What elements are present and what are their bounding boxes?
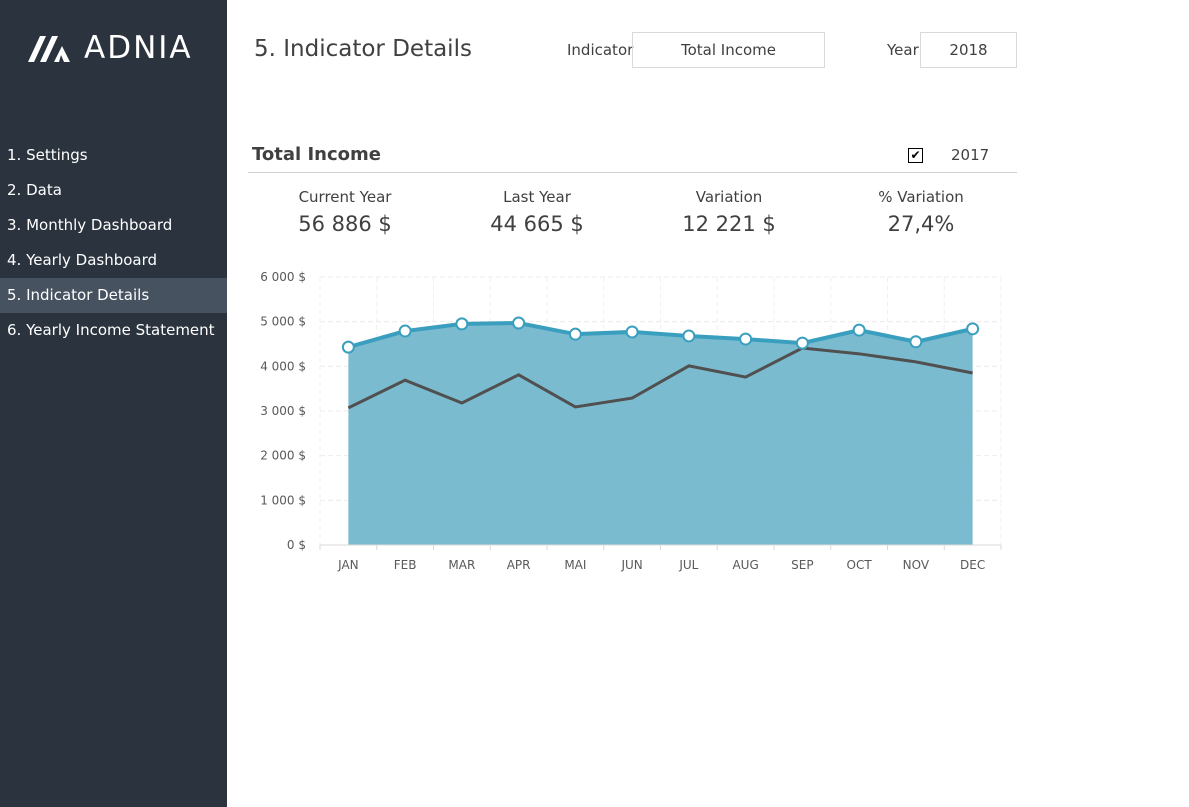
marker-2018 — [739, 332, 753, 346]
sidebar-item-yearly-dashboard[interactable]: 4. Yearly Dashboard — [7, 251, 158, 269]
marker-2018 — [682, 329, 696, 343]
y-tick-label: 3 000 $ — [260, 404, 306, 418]
area-2018 — [348, 323, 973, 545]
kpi-current-year: Current Year 56 886 $ — [250, 188, 440, 236]
marker-2018 — [795, 336, 809, 350]
y-tick-label: 2 000 $ — [260, 449, 306, 463]
marker-2018 — [512, 316, 526, 330]
kpi-label: Current Year — [298, 188, 392, 206]
y-tick-label: 1 000 $ — [260, 493, 306, 507]
kpi-pct-variation: % Variation 27,4% — [826, 188, 1016, 236]
kpi-value: 27,4% — [887, 212, 955, 236]
kpi-label: Last Year — [503, 188, 571, 206]
marker-2018 — [568, 327, 582, 341]
indicator-select[interactable]: Total Income — [632, 32, 825, 68]
marker-2018 — [852, 323, 866, 337]
adnia-logo-icon — [28, 36, 70, 62]
page-title: 5. Indicator Details — [254, 36, 472, 62]
marker-2018 — [341, 340, 355, 354]
y-tick-label: 5 000 $ — [260, 315, 306, 329]
sidebar-item-settings[interactable]: 1. Settings — [7, 146, 88, 164]
marker-2018 — [966, 322, 980, 336]
sidebar-item-yearly-income-statement[interactable]: 6. Yearly Income Statement — [7, 321, 215, 339]
x-tick-label: JUL — [678, 558, 698, 572]
indicator-label: Indicator — [567, 41, 634, 59]
sidebar: ADNIA 1. Settings 2. Data 3. Monthly Das… — [0, 0, 227, 807]
x-tick-label: FEB — [394, 558, 417, 572]
kpi-last-year: Last Year 44 665 $ — [442, 188, 632, 236]
x-tick-label: APR — [507, 558, 531, 572]
logo-text: ADNIA — [84, 30, 193, 66]
sidebar-item-monthly-dashboard[interactable]: 3. Monthly Dashboard — [7, 216, 173, 234]
kpi-label: Variation — [695, 188, 763, 206]
kpi-value: 56 886 $ — [298, 212, 392, 236]
x-tick-label: OCT — [847, 558, 873, 572]
x-tick-label: SEP — [791, 558, 813, 572]
kpi-variation: Variation 12 221 $ — [634, 188, 824, 236]
line-2017 — [347, 346, 973, 410]
year-label: Year — [887, 41, 919, 59]
logo: ADNIA — [26, 30, 193, 66]
year-select[interactable]: 2018 — [920, 32, 1017, 68]
section-title: Total Income — [252, 144, 381, 165]
marker-2018 — [625, 325, 639, 339]
divider — [248, 172, 1017, 173]
sidebar-item-indicator-details[interactable]: 5. Indicator Details — [0, 278, 227, 313]
sidebar-item-data[interactable]: 2. Data — [7, 181, 62, 199]
kpi-label: % Variation — [878, 188, 964, 206]
x-tick-label: NOV — [903, 558, 930, 572]
line-2018 — [347, 321, 974, 350]
x-tick-label: AUG — [732, 558, 758, 572]
x-tick-label: DEC — [960, 558, 985, 572]
compare-checkbox[interactable]: ✔ — [908, 148, 923, 163]
marker-2018 — [398, 324, 412, 338]
x-tick-label: JUN — [620, 558, 642, 572]
compare-year: 2017 — [951, 146, 990, 164]
y-tick-label: 6 000 $ — [260, 270, 306, 284]
marker-2018 — [455, 317, 469, 331]
y-tick-label: 0 $ — [287, 538, 306, 552]
y-tick-label: 4 000 $ — [260, 359, 306, 373]
x-tick-label: JAN — [337, 558, 359, 572]
kpi-value: 12 221 $ — [682, 212, 776, 236]
kpi-value: 44 665 $ — [490, 212, 584, 236]
marker-2018 — [909, 335, 923, 349]
x-tick-label: MAI — [564, 558, 586, 572]
x-tick-label: MAR — [448, 558, 475, 572]
